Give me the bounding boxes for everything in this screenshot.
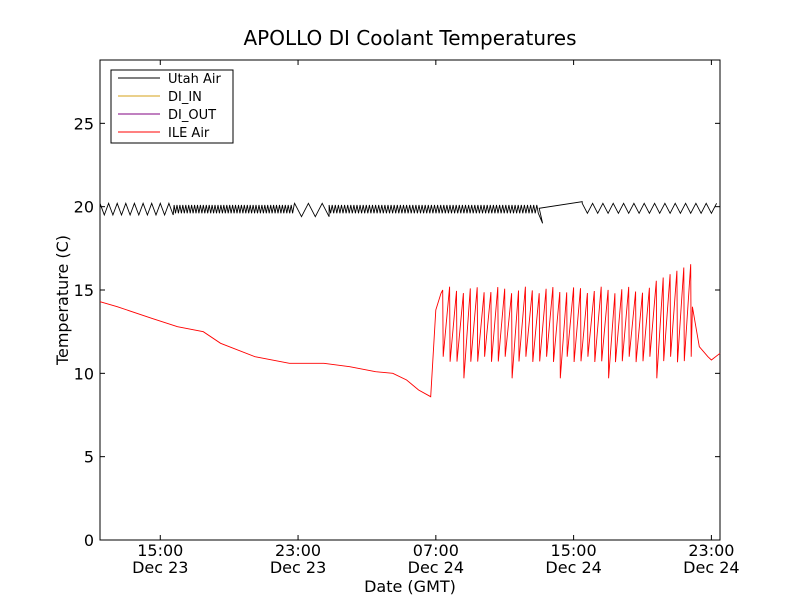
y-tick-label: 15	[74, 281, 94, 300]
y-tick-label: 25	[74, 114, 94, 133]
series-line-ile-air	[99, 264, 721, 398]
plot-frame	[99, 59, 721, 541]
legend-label: ILE Air	[168, 126, 210, 141]
x-tick-label-time: 15:00	[551, 541, 597, 560]
y-axis-label: Temperature (C)	[53, 235, 72, 366]
y-tick-label: 10	[74, 364, 94, 383]
x-tick-label-time: 23:00	[275, 541, 321, 560]
x-tick-label-time: 23:00	[688, 541, 734, 560]
y-tick-label: 20	[74, 198, 94, 217]
x-tick-label-time: 07:00	[413, 541, 459, 560]
series-line-utah-air	[99, 201, 717, 224]
x-axis-label: Date (GMT)	[364, 577, 456, 596]
y-tick-label: 5	[84, 448, 94, 467]
x-tick-label-time: 15:00	[137, 541, 183, 560]
y-tick-label: 0	[84, 531, 94, 550]
x-tick-label-date: Dec 24	[545, 558, 601, 577]
chart-title: APOLLO DI Coolant Temperatures	[243, 26, 576, 50]
legend-label: DI_OUT	[168, 108, 216, 123]
legend-label: Utah Air	[168, 72, 221, 87]
legend-box	[110, 69, 234, 144]
x-tick-label-date: Dec 23	[270, 558, 326, 577]
x-tick-label-date: Dec 24	[683, 558, 739, 577]
series-layer	[99, 201, 721, 398]
x-tick-label-date: Dec 23	[132, 558, 188, 577]
legend: Utah Air DI_IN DI_OUT ILE Air	[110, 69, 234, 144]
legend-label: DI_IN	[168, 90, 202, 105]
x-tick-label-date: Dec 24	[408, 558, 464, 577]
